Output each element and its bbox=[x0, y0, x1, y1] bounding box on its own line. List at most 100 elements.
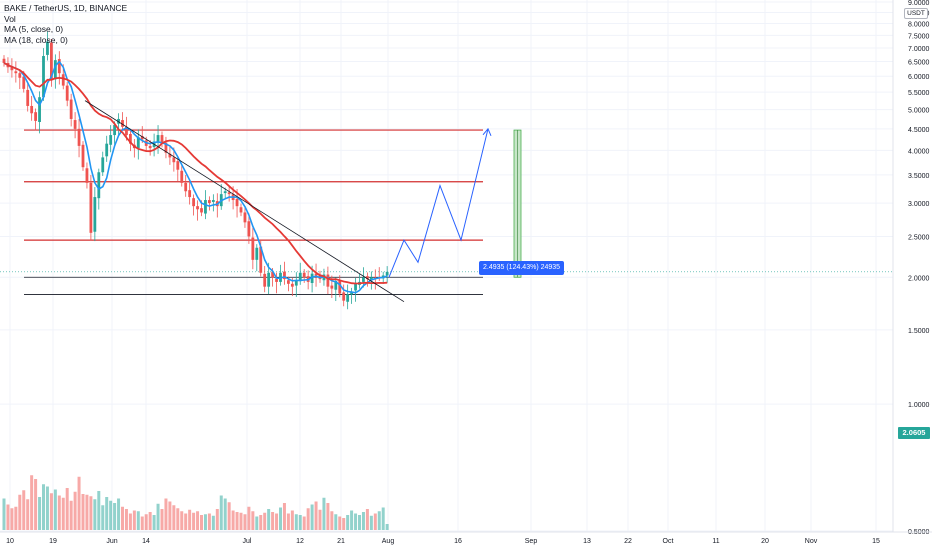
candle-body bbox=[235, 198, 239, 207]
candle-body bbox=[180, 170, 184, 183]
volume-bar bbox=[231, 510, 235, 530]
candle-body bbox=[223, 191, 227, 194]
volume-bar bbox=[136, 511, 140, 530]
volume-bar bbox=[2, 498, 6, 530]
candle-body bbox=[125, 126, 128, 136]
last-price-tag: 2.0605 bbox=[898, 427, 930, 439]
volume-bar bbox=[196, 511, 200, 530]
candle-body bbox=[105, 143, 109, 157]
candle-body bbox=[140, 136, 144, 140]
volume-bar bbox=[180, 511, 184, 530]
time-tick-label: 21 bbox=[337, 538, 345, 545]
volume-bar bbox=[73, 491, 77, 530]
volume-bar bbox=[10, 508, 14, 530]
volume-bar bbox=[18, 494, 22, 530]
candle-body bbox=[192, 198, 195, 207]
candle-body bbox=[10, 66, 14, 71]
volume-bar bbox=[93, 499, 97, 530]
price-tick-label: 7.0000 bbox=[908, 46, 930, 53]
volume-bar bbox=[89, 496, 93, 530]
candle-body bbox=[57, 59, 61, 74]
trendline bbox=[84, 100, 405, 303]
volume-bar bbox=[6, 504, 10, 530]
legend-symbol[interactable]: BAKE / TetherUS, 1D, BINANCE bbox=[4, 3, 128, 13]
price-tick-label: 4.5000 bbox=[908, 127, 930, 134]
candle-body bbox=[350, 291, 353, 295]
legend-volume[interactable]: Vol bbox=[4, 13, 16, 24]
volume-bar bbox=[282, 503, 286, 530]
time-tick-label: 12 bbox=[296, 538, 304, 545]
volume-bar bbox=[85, 494, 89, 530]
volume-bar bbox=[385, 524, 389, 530]
volume-bar bbox=[42, 484, 45, 530]
time-tick-label: 20 bbox=[761, 538, 769, 545]
volume-bar bbox=[45, 486, 49, 530]
volume-bar bbox=[30, 475, 34, 530]
candle-body bbox=[22, 76, 26, 89]
price-tick-label: 6.5000 bbox=[908, 60, 930, 67]
volume-bar bbox=[354, 513, 358, 530]
volume-bar bbox=[97, 491, 101, 530]
candle-body bbox=[42, 56, 45, 98]
candle-body bbox=[271, 271, 274, 278]
candle-body bbox=[50, 42, 53, 80]
candle-body bbox=[275, 278, 278, 282]
candle-body bbox=[279, 272, 282, 282]
volume-bar bbox=[369, 515, 373, 530]
time-tick-label: 19 bbox=[49, 538, 57, 545]
projection-line bbox=[388, 128, 489, 278]
volume-bar bbox=[302, 516, 306, 530]
volume-bar bbox=[65, 488, 69, 530]
candle-body bbox=[73, 120, 77, 129]
volume-bar bbox=[373, 513, 377, 530]
volume-bar bbox=[215, 509, 219, 530]
volume-bar bbox=[144, 514, 148, 530]
volume-bar bbox=[381, 507, 385, 530]
volume-bar bbox=[184, 513, 188, 530]
projection-arrowhead bbox=[482, 127, 492, 137]
time-tick-label: 11 bbox=[712, 538, 719, 545]
volume-bar bbox=[223, 498, 227, 530]
volume-bar bbox=[172, 505, 176, 530]
candle-body bbox=[89, 182, 93, 233]
candle-body bbox=[148, 145, 152, 149]
ma18-line bbox=[3, 62, 388, 285]
candle-body bbox=[101, 157, 105, 173]
candle-body bbox=[211, 200, 215, 202]
candle-body bbox=[354, 283, 357, 291]
volume-bar bbox=[267, 509, 271, 530]
legend-ma18[interactable]: MA (18, close, 0) bbox=[4, 34, 68, 45]
volume-bar bbox=[22, 490, 26, 530]
currency-button[interactable]: USDT bbox=[904, 8, 928, 19]
candle-body bbox=[30, 105, 34, 114]
volume-bar bbox=[132, 510, 136, 530]
candle-body bbox=[61, 74, 65, 86]
price-tick-label: 1.5000 bbox=[908, 328, 930, 335]
volume-bar bbox=[271, 512, 275, 530]
volume-bar bbox=[294, 514, 298, 530]
candle-body bbox=[34, 112, 37, 121]
volume-bar bbox=[168, 501, 172, 530]
volume-bar bbox=[121, 506, 124, 530]
volume-bar bbox=[77, 476, 81, 530]
volume-bar bbox=[279, 507, 282, 530]
volume-bar bbox=[69, 500, 73, 530]
candle-body bbox=[259, 246, 263, 273]
candle-body bbox=[26, 89, 30, 106]
candle-body bbox=[227, 192, 231, 195]
price-tick-label: 7.5000 bbox=[908, 33, 930, 40]
candle-body bbox=[129, 133, 132, 144]
volume-bar bbox=[211, 515, 215, 530]
legend-ma5[interactable]: MA (5, close, 0) bbox=[4, 24, 64, 34]
volume-bar bbox=[26, 499, 30, 530]
candle-body bbox=[314, 273, 318, 276]
price-tick-label: 2.5000 bbox=[908, 234, 930, 241]
volume-bar bbox=[310, 504, 314, 530]
volume-bar bbox=[235, 512, 239, 530]
volume-bar bbox=[128, 513, 132, 530]
candle-body bbox=[38, 97, 41, 123]
volume-bar bbox=[176, 508, 180, 530]
candle-body bbox=[188, 190, 192, 198]
